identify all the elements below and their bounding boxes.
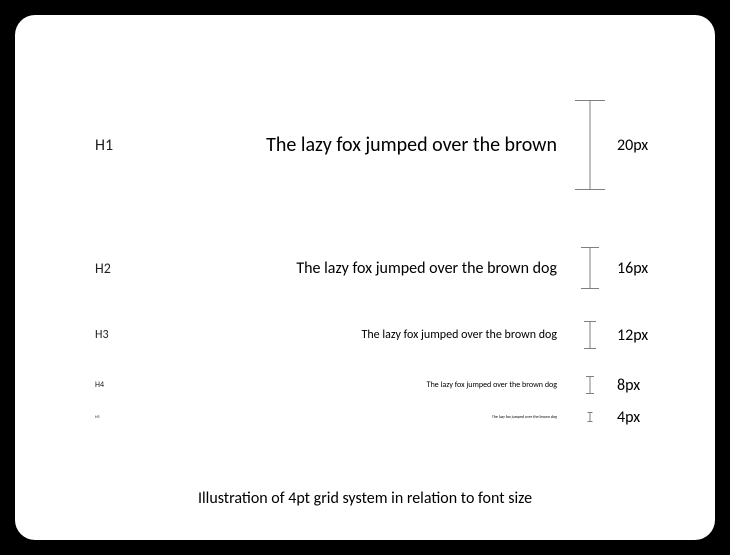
heading-row-h2: H2 The lazy fox jumped over the brown do… [15,247,715,289]
heading-label: H2 [95,260,175,277]
heading-sample-text: The lazy fox jumped over the brown dog [175,328,575,342]
size-label: 4px [605,408,665,427]
heading-row-h1: H1 The lazy fox jumped over the brown 20… [15,100,715,190]
size-bracket [575,247,605,289]
heading-sample-text: The lazy fox jumped over the brown [175,133,575,157]
heading-sample-text: The lazy fox jumped over the brown dog [175,380,575,390]
size-label: 20px [605,136,665,155]
size-bracket [575,376,605,394]
heading-label: H5 [95,415,175,420]
size-label: 16px [605,259,665,278]
caption-text: Illustration of 4pt grid system in relat… [15,489,715,508]
heading-sample-text: The lazy fox jumped over the brown dog [175,259,575,278]
size-label: 8px [605,376,665,395]
heading-label: H4 [95,380,175,390]
heading-sample-text: The lazy fox jumped over the brown dog [175,415,575,420]
heading-row-h5: H5 The lazy fox jumped over the brown do… [15,412,715,422]
heading-label: H3 [95,328,175,342]
size-bracket [575,412,605,422]
heading-label: H1 [95,136,175,155]
size-label: 12px [605,326,665,345]
card: H1 The lazy fox jumped over the brown 20… [15,15,715,540]
heading-row-h4: H4 The lazy fox jumped over the brown do… [15,376,715,394]
size-bracket [575,321,605,349]
heading-row-h3: H3 The lazy fox jumped over the brown do… [15,321,715,349]
size-bracket [575,100,605,190]
